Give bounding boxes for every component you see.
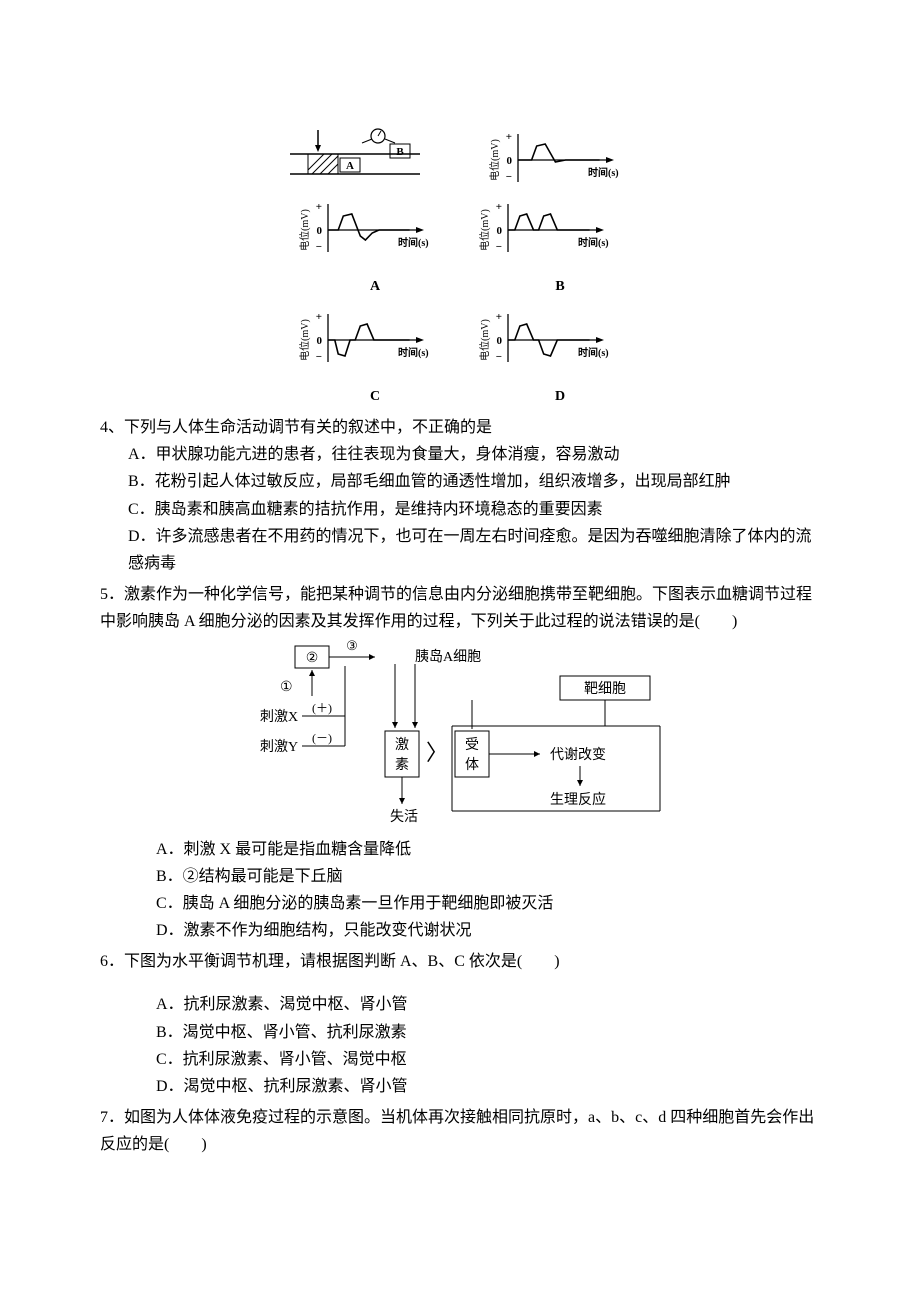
svg-text:0: 0	[507, 155, 513, 167]
question-4: 4、下列与人体生命活动调节有关的叙述中，不正确的是 A．甲状腺功能亢进的患者，往…	[100, 414, 820, 577]
node-hormone-1: 激	[395, 736, 409, 753]
q4-option-C: C．胰岛素和胰高血糖素的拮抗作用，是维持内环境稳态的重要因素	[100, 496, 820, 523]
figure-row-2: +0−电位(mV)时间(s) +0−电位(mV)时间(s) A B	[100, 190, 820, 300]
q6-option-D: D．渴觉中枢、抗利尿激素、肾小管	[156, 1073, 820, 1100]
label-B: B	[396, 146, 404, 158]
svg-text:电位(mV): 电位(mV)	[298, 319, 311, 361]
svg-text:0: 0	[497, 225, 503, 237]
node-stimY-sign: (－)	[312, 731, 332, 745]
node-stimX: 刺激X	[260, 708, 298, 725]
q5-stem: 5．激素作为一种化学信号，能把某种调节的信息由内分泌细胞携带至靶细胞。下图表示血…	[100, 581, 820, 635]
label-A: A	[346, 160, 354, 172]
svg-text:+: +	[496, 311, 502, 323]
svg-text:−: −	[496, 351, 502, 363]
q6-option-B: B．渴觉中枢、肾小管、抗利尿激素	[156, 1019, 820, 1046]
svg-text:+: +	[506, 131, 512, 143]
node-stimY: 刺激Y	[260, 738, 298, 755]
q5-option-C: C．胰岛 A 细胞分泌的胰岛素一旦作用于靶细胞即被灭活	[156, 890, 820, 917]
curve-B-label: B	[555, 279, 564, 294]
node-target: 靶细胞	[584, 681, 626, 697]
node-receptor-3: 体	[465, 757, 479, 773]
brace-icon: 〉	[426, 740, 448, 765]
node-phys: 生理反应	[550, 791, 606, 808]
node-1: ①	[280, 680, 293, 695]
svg-text:−: −	[316, 351, 322, 363]
svg-text:时间(s): 时间(s)	[398, 346, 429, 359]
curve-C-label: C	[370, 389, 380, 404]
svg-text:电位(mV): 电位(mV)	[478, 319, 491, 361]
q6-option-C: C．抗利尿激素、肾小管、渴觉中枢	[156, 1046, 820, 1073]
svg-text:0: 0	[497, 335, 503, 347]
figure-curves-C-D: +0−电位(mV)时间(s) +0−电位(mV)时间(s) C D	[270, 300, 650, 410]
svg-text:+: +	[316, 311, 322, 323]
q4-option-D: D．许多流感患者在不用药的情况下，也可在一周左右时间痊愈。是因为吞噬细胞清除了体…	[100, 523, 820, 577]
figure-curves-A-B: +0−电位(mV)时间(s) +0−电位(mV)时间(s) A B	[270, 190, 650, 300]
q6-option-A: A．抗利尿激素、渴觉中枢、肾小管	[156, 991, 820, 1018]
svg-text:−: −	[506, 171, 512, 183]
svg-text:时间(s): 时间(s)	[398, 236, 429, 249]
svg-text:时间(s): 时间(s)	[588, 166, 619, 179]
q4-stem: 4、下列与人体生命活动调节有关的叙述中，不正确的是	[100, 414, 820, 441]
q5-option-D: D．激素不作为细胞结构，只能改变代谢状况	[156, 917, 820, 944]
q4-option-A: A．甲状腺功能亢进的患者，往往表现为食量大，身体消瘦，容易激动	[100, 441, 820, 468]
node-3: ③	[346, 638, 358, 653]
q5-option-B: B．②结构最可能是下丘脑	[156, 863, 820, 890]
question-6: 6．下图为水平衡调节机理，请根据图判断 A、B、C 依次是( ) A．抗利尿激素…	[100, 948, 820, 1100]
svg-text:时间(s): 时间(s)	[578, 346, 609, 359]
svg-text:电位(mV): 电位(mV)	[488, 139, 501, 181]
figure-stimulus-and-small-curve: A B +0 −电位(mV) 时间(s)	[280, 120, 640, 190]
node-receptor-1: 受	[465, 737, 479, 753]
svg-text:电位(mV): 电位(mV)	[298, 209, 311, 251]
q7-stem: 7．如图为人体体液免疫过程的示意图。当机体再次接触相同抗原时，a、b、c、d 四…	[100, 1104, 820, 1158]
q5-flowchart: ② ③ 胰岛A细胞 靶细胞 ① 刺激X (＋) 刺激Y	[240, 636, 680, 836]
node-2: ②	[306, 651, 319, 666]
exam-page: A B +0−电位(mV)时间(s) +0−电位(mV)时间(s) +0−电位(…	[0, 0, 920, 1223]
svg-text:电位(mV): 电位(mV)	[478, 209, 491, 251]
question-5: 5．激素作为一种化学信号，能把某种调节的信息由内分泌细胞携带至靶细胞。下图表示血…	[100, 581, 820, 944]
question-7: 7．如图为人体体液免疫过程的示意图。当机体再次接触相同抗原时，a、b、c、d 四…	[100, 1104, 820, 1158]
svg-text:+: +	[496, 201, 502, 213]
svg-text:−: −	[316, 241, 322, 253]
node-isletA: 胰岛A细胞	[415, 649, 481, 665]
svg-text:0: 0	[317, 335, 323, 347]
node-stimX-sign: (＋)	[312, 701, 332, 715]
figure-row-3: +0−电位(mV)时间(s) +0−电位(mV)时间(s) C D	[100, 300, 820, 410]
q6-stem: 6．下图为水平衡调节机理，请根据图判断 A、B、C 依次是( )	[100, 948, 820, 975]
q4-option-B: B．花粉引起人体过敏反应，局部毛细血管的通透性增加，组织液增多，出现局部红肿	[100, 468, 820, 495]
q5-option-A: A．刺激 X 最可能是指血糖含量降低	[156, 836, 820, 863]
node-deact: 失活	[390, 809, 418, 825]
node-hormone-2: 素	[395, 757, 409, 773]
node-metab: 代谢改变	[550, 747, 606, 763]
curve-A-label: A	[370, 279, 381, 294]
figure-row-1: A B +0 −电位(mV) 时间(s)	[100, 120, 820, 190]
svg-text:+: +	[316, 201, 322, 213]
svg-text:0: 0	[317, 225, 323, 237]
curve-D-label: D	[555, 389, 565, 404]
svg-text:−: −	[496, 241, 502, 253]
svg-text:时间(s): 时间(s)	[578, 236, 609, 249]
